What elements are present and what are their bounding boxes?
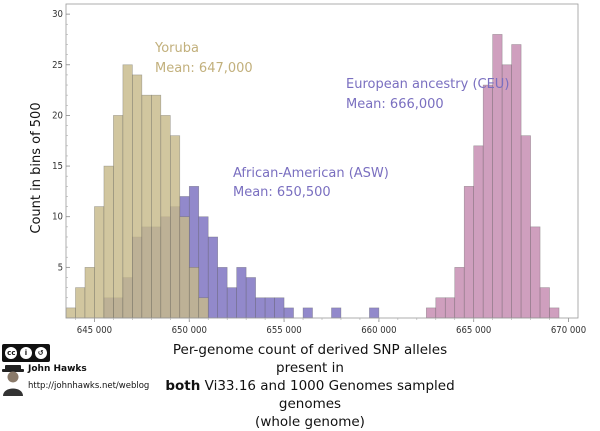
x-tick-label-0: 645 000 xyxy=(77,325,112,336)
histogram-bar-series-2-bin-3 xyxy=(454,267,465,319)
histogram-bar-series-0-bin-18 xyxy=(274,297,285,319)
histogram-bar-series-2-bin-4 xyxy=(463,186,475,319)
histogram-bar-series-1-bin-5 xyxy=(113,115,124,319)
histogram-bar-series-0-bin-21 xyxy=(302,307,313,319)
histogram-bar-series-2-bin-10 xyxy=(520,135,531,319)
histogram-bar-series-2-bin-9 xyxy=(511,44,522,319)
cc-license-badge[interactable]: cc i ↺ xyxy=(2,344,50,362)
x-axis-label-line-2-text: Vi33.16 and 1000 Genomes sampled genomes xyxy=(204,378,455,412)
histogram-bar-series-0-bin-14 xyxy=(236,267,247,319)
histogram-bar-series-2-bin-13 xyxy=(549,307,560,319)
ceu-mean: Mean: 666,000 xyxy=(346,97,444,112)
author-name: John Hawks xyxy=(28,364,87,374)
histogram-bar-series-1-bin-3 xyxy=(94,206,105,319)
x-axis-label-bold-word: both xyxy=(165,378,201,394)
y-tick-label-4: 25 xyxy=(52,60,63,71)
histogram-bar-series-2-bin-0 xyxy=(425,307,437,319)
y-tick-label-5: 30 xyxy=(52,9,63,20)
histogram-bar-series-0-bin-15 xyxy=(245,277,256,319)
histogram-bar-series-2-bin-6 xyxy=(482,84,493,319)
histogram-bar-series-2-bin-12 xyxy=(539,287,550,319)
histogram-bar-series-1-bin-12 xyxy=(179,216,190,319)
histogram-bar-series-1-bin-10 xyxy=(160,115,171,319)
yoruba-mean: Mean: 647,000 xyxy=(155,61,253,76)
x-axis-label: Per-genome count of derived SNP alleles … xyxy=(150,341,470,431)
histogram-bar-series-0-bin-19 xyxy=(283,307,294,319)
histogram-bar-series-1-bin-1 xyxy=(75,287,86,319)
histogram-bar-series-1-bin-8 xyxy=(141,94,152,319)
histogram-bar-series-1-bin-4 xyxy=(103,165,114,319)
histogram-bar-series-0-bin-13 xyxy=(226,287,237,319)
histogram-bar-series-0-bin-22 xyxy=(331,307,342,319)
histogram-bar-series-1-bin-2 xyxy=(84,267,95,319)
by-icon: i xyxy=(19,347,32,359)
histogram-bar-series-1-bin-0 xyxy=(65,307,76,319)
histogram-bar-series-0-bin-11 xyxy=(207,236,219,319)
histogram-bar-series-2-bin-8 xyxy=(501,64,512,319)
x-axis-label-line-2: both Vi33.16 and 1000 Genomes sampled ge… xyxy=(150,377,470,413)
x-tick-label-2: 655 000 xyxy=(266,325,301,336)
ceu-label: European ancestry (CEU) xyxy=(346,77,509,92)
y-axis-label: Count in bins of 500 xyxy=(29,102,44,233)
x-tick-label-3: 660 000 xyxy=(361,325,396,336)
histogram-bar-series-0-bin-12 xyxy=(217,267,228,319)
histogram-bar-series-1-bin-13 xyxy=(188,267,200,319)
histogram-chart: 645 000 650 000 655 000 660 000 665 000 670 0… xyxy=(29,3,586,336)
author-avatar xyxy=(2,365,24,396)
histogram-bar-series-2-bin-2 xyxy=(444,297,456,319)
histogram-bar-series-1-bin-14 xyxy=(198,297,209,319)
asw-mean: Mean: 650,500 xyxy=(233,185,331,200)
histogram-bar-series-0-bin-17 xyxy=(264,297,275,319)
bars-group xyxy=(65,34,560,319)
y-tick-label-0: 5 xyxy=(58,262,63,273)
sa-icon: ↺ xyxy=(34,347,47,359)
histogram-bar-series-0-bin-23 xyxy=(369,307,380,319)
histogram-bar-series-1-bin-11 xyxy=(169,135,181,319)
yoruba-label: Yoruba xyxy=(154,41,199,56)
ticks-group: 645 000 650 000 655 000 660 000 665 000 670 0… xyxy=(52,9,586,336)
y-tick-label-3: 20 xyxy=(52,110,63,121)
author-url[interactable]: http://johnhawks.net/weblog xyxy=(28,381,150,391)
histogram-bar-series-2-bin-5 xyxy=(473,145,484,319)
y-tick-label-1: 10 xyxy=(52,212,63,223)
histogram-bar-series-1-bin-7 xyxy=(132,74,143,319)
x-axis-label-line-3: (whole genome) xyxy=(255,414,365,430)
histogram-bar-series-1-bin-6 xyxy=(122,64,133,319)
histogram-bar-series-1-bin-9 xyxy=(151,94,162,319)
asw-label: African-American (ASW) xyxy=(233,166,389,181)
x-tick-label-4: 665 000 xyxy=(456,325,491,336)
x-tick-label-5: 670 000 xyxy=(551,325,586,336)
y-tick-label-2: 15 xyxy=(52,161,63,172)
histogram-bar-series-0-bin-16 xyxy=(255,297,266,319)
x-tick-label-1: 650 000 xyxy=(172,325,207,336)
x-axis-label-line-1: Per-genome count of derived SNP alleles … xyxy=(172,342,448,376)
cc-icon: cc xyxy=(5,347,18,359)
credit-block: cc i ↺ John Hawks http://johnhawks.net/w… xyxy=(2,344,152,398)
histogram-bar-series-2-bin-11 xyxy=(530,226,541,319)
histogram-bar-series-2-bin-1 xyxy=(435,297,446,319)
